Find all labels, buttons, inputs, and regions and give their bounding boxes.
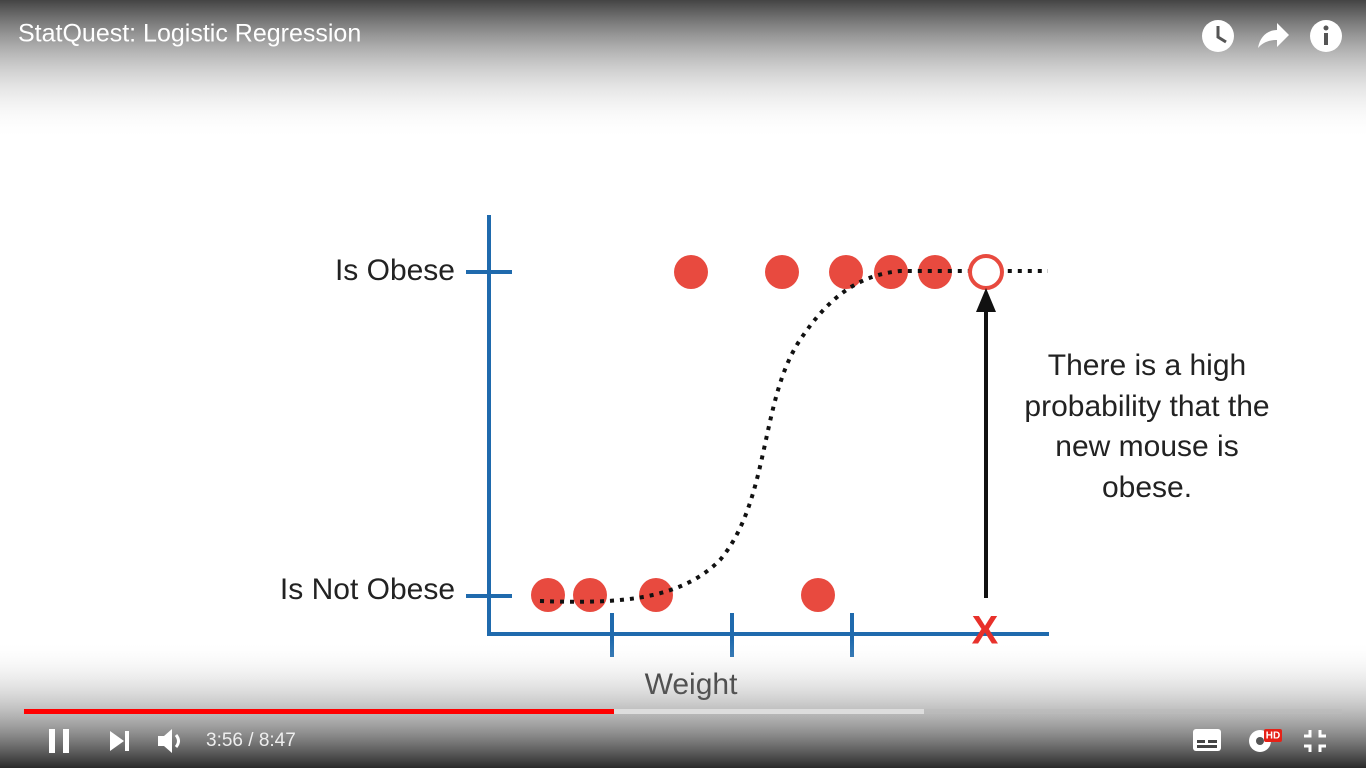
- video-title[interactable]: StatQuest: Logistic Regression: [18, 20, 361, 48]
- top-shade: [0, 0, 1366, 140]
- subtitles[interactable]: [1193, 729, 1221, 751]
- bottom-shade: [0, 640, 1366, 768]
- point: [765, 255, 799, 289]
- icon: [1208, 740, 1217, 743]
- volume[interactable]: [158, 729, 180, 753]
- annotation-line: obese.: [1102, 471, 1192, 504]
- pause[interactable]: [49, 729, 69, 753]
- next[interactable]: [110, 731, 129, 751]
- icon: [1256, 737, 1264, 745]
- point: [639, 578, 673, 612]
- hd-badge: [1264, 729, 1282, 742]
- icon: [110, 731, 124, 751]
- point: [573, 578, 607, 612]
- new-point: [968, 254, 1004, 290]
- annotation-line: There is a high: [1048, 349, 1246, 382]
- icon: [1304, 730, 1312, 738]
- icon: [1216, 26, 1227, 44]
- share[interactable]: [1258, 23, 1289, 48]
- progress-played: [24, 709, 614, 714]
- point: [531, 578, 565, 612]
- icon: [174, 734, 180, 748]
- y-label: Is Not Obese: [280, 573, 455, 606]
- time-display: 3:56 / 8:47: [206, 730, 296, 751]
- point: [674, 255, 708, 289]
- icon: [1324, 33, 1328, 45]
- annotation-line: probability that the: [1024, 390, 1269, 423]
- icon: [1197, 740, 1205, 743]
- arrow-head: [976, 288, 996, 312]
- point: [801, 578, 835, 612]
- settings[interactable]: HD: [1249, 729, 1282, 752]
- icon: [1197, 745, 1217, 748]
- icon: [49, 729, 55, 753]
- icon: [158, 729, 172, 753]
- y-label: Is Obese: [335, 254, 455, 287]
- annotation-line: new mouse is: [1055, 430, 1238, 463]
- hd-badge-text: HD: [1266, 731, 1280, 742]
- point: [918, 255, 952, 289]
- icon: [1304, 744, 1312, 752]
- point: [829, 255, 863, 289]
- sigmoid-curve: [539, 269, 1048, 604]
- annotation: There is a high probability that the new…: [1024, 349, 1269, 504]
- watch-later[interactable]: [1202, 20, 1234, 52]
- info[interactable]: [1310, 20, 1342, 52]
- icon: [125, 731, 129, 751]
- exit-fullscreen[interactable]: [1304, 730, 1326, 752]
- icon: [63, 729, 69, 753]
- icon: [1318, 730, 1326, 738]
- icon: [1323, 25, 1329, 31]
- icon: [1318, 744, 1326, 752]
